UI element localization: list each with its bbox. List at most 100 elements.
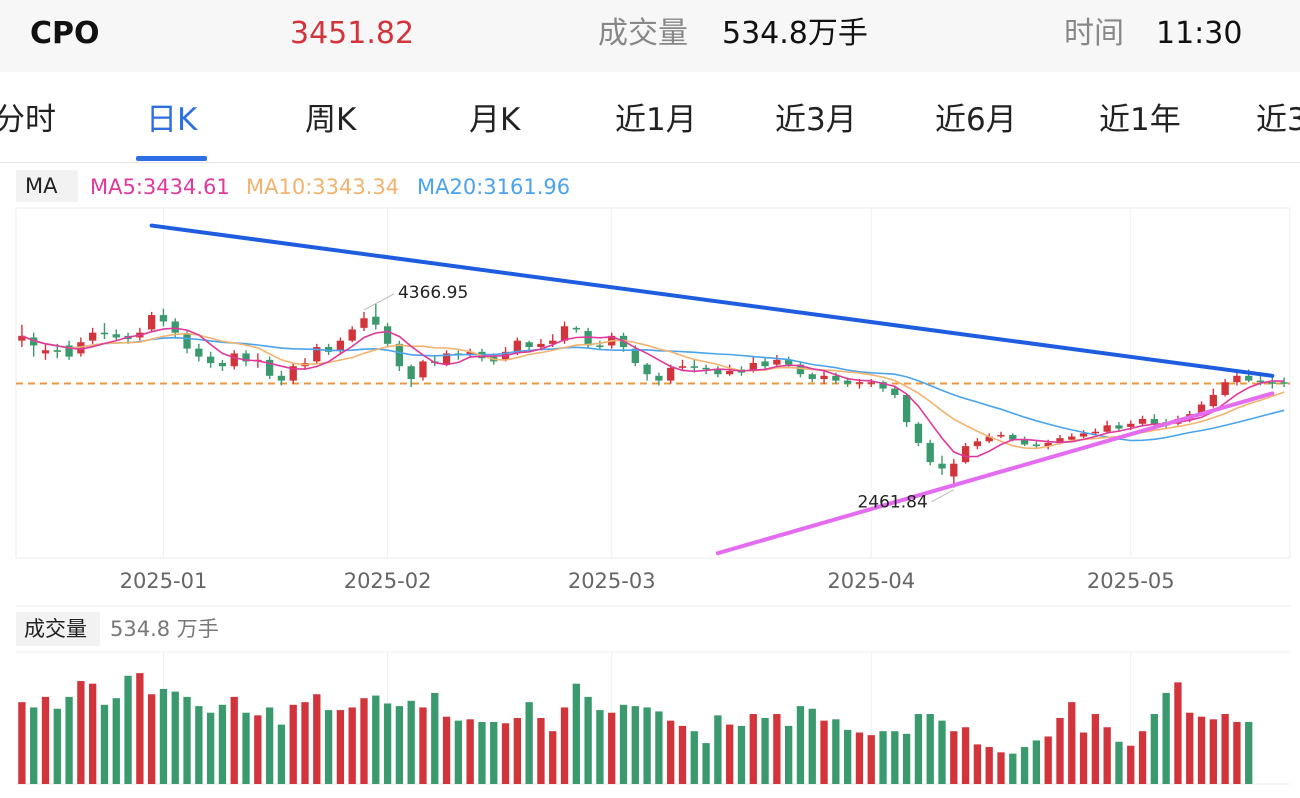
tab-monthly-k[interactable]: 月K	[469, 102, 521, 138]
candle-body	[726, 371, 734, 375]
ma5-legend: MA5:3434.61	[90, 175, 230, 199]
last-price: 3451.82	[290, 16, 415, 51]
volume-bar	[926, 714, 934, 784]
candle-body	[997, 434, 1005, 437]
candle-body	[714, 369, 722, 375]
volume-bar	[478, 721, 486, 784]
volume-bar	[879, 731, 887, 784]
volume-bar	[1115, 741, 1123, 784]
candle-body	[206, 356, 215, 364]
candle-body	[749, 363, 757, 372]
volume-bar	[265, 707, 274, 784]
high-annotation: 4366.95	[398, 283, 468, 303]
candle-body	[148, 315, 156, 330]
volume-bar	[513, 718, 521, 784]
candle-body	[419, 361, 427, 378]
low-annotation: 2461.84	[857, 493, 927, 513]
candle-body	[879, 382, 887, 389]
active-tab-indicator	[136, 156, 207, 161]
candle-body	[1079, 433, 1088, 437]
candle-body	[785, 359, 793, 365]
tab-intraday[interactable]: 分时	[0, 102, 56, 138]
volume-bar	[301, 702, 309, 784]
volume-value: 534.8万手	[722, 16, 868, 51]
volume-panel-value: 534.8 万手	[110, 617, 219, 641]
volume-bar	[1186, 712, 1194, 784]
x-axis-tick-label: 2025-04	[827, 569, 915, 593]
candle-body	[596, 345, 604, 348]
volume-bar	[832, 719, 840, 784]
candle-body	[466, 351, 474, 356]
volume-bar	[1221, 714, 1229, 784]
volume-bar	[1009, 753, 1017, 784]
candle-body	[183, 334, 191, 349]
tab-daily-k[interactable]: 日K	[146, 102, 198, 138]
volume-bar	[442, 716, 451, 784]
volume-bar	[796, 706, 805, 784]
volume-bar	[855, 732, 864, 784]
candle-body	[1103, 425, 1111, 432]
volume-bar	[372, 695, 380, 784]
candle-body	[53, 350, 61, 352]
volume-bar	[254, 715, 262, 784]
tab-6-months[interactable]: 近6月	[935, 102, 1017, 138]
volume-bar	[690, 731, 698, 784]
ma10-line	[21, 332, 1285, 450]
ma-indicator-selector[interactable]: MA	[16, 170, 78, 202]
period-tabs: 分时 日K 周K 月K 近1月 近3月 近6月 近1年 近3	[0, 72, 1300, 163]
volume-bar	[1233, 721, 1241, 784]
volume-bar	[100, 704, 109, 784]
candle-body	[843, 380, 852, 384]
candle-body	[702, 367, 710, 370]
candle-body	[442, 353, 451, 365]
volume-indicator-selector[interactable]: 成交量	[16, 612, 100, 646]
candle-body	[902, 394, 911, 423]
volume-bar	[1056, 718, 1064, 784]
volume-bar	[1138, 731, 1147, 784]
volume-bar	[277, 724, 286, 784]
time-value: 11:30	[1156, 16, 1243, 51]
volume-bar	[608, 712, 616, 784]
tab-3-months[interactable]: 近3月	[775, 102, 857, 138]
tab-3-years[interactable]: 近3	[1256, 102, 1300, 138]
tab-weekly-k[interactable]: 周K	[305, 102, 357, 138]
volume-bar	[891, 731, 899, 784]
volume-bar	[466, 719, 474, 784]
volume-bar	[289, 704, 297, 784]
tab-1-month[interactable]: 近1月	[615, 102, 697, 138]
candle-body	[549, 340, 557, 344]
volume-bar	[820, 720, 828, 784]
volume-bar	[407, 700, 415, 784]
candle-body	[973, 441, 982, 447]
candle-body	[926, 442, 934, 463]
volume-bar	[324, 710, 333, 784]
volume-bar	[973, 744, 982, 784]
volume-bar	[1079, 732, 1088, 784]
time-label: 时间	[1064, 16, 1124, 51]
volume-bar	[490, 721, 498, 784]
candle-body	[1068, 436, 1076, 440]
volume-bar	[785, 725, 793, 784]
candle-body	[100, 332, 109, 335]
candle-body	[1091, 431, 1100, 434]
candle-body	[1020, 439, 1029, 445]
volume-bar	[997, 752, 1005, 784]
symbol-name: CPO	[30, 16, 100, 51]
volume-bar	[360, 698, 368, 784]
volume-bar	[242, 712, 250, 784]
tab-1-year[interactable]: 近1年	[1099, 102, 1181, 138]
volume-bar	[596, 710, 604, 784]
candle-body	[950, 463, 958, 477]
volume-bar	[348, 707, 356, 784]
volume-bar	[1091, 714, 1100, 784]
x-axis-tick-label: 2025-01	[120, 569, 208, 593]
candle-body	[360, 318, 368, 328]
candle-body	[961, 446, 970, 463]
candle-body	[65, 345, 73, 357]
volume-label: 成交量	[598, 16, 688, 51]
candle-body	[112, 334, 120, 338]
volume-bar	[336, 710, 345, 784]
x-axis-tick-label: 2025-05	[1087, 569, 1175, 593]
candle-body	[1280, 382, 1288, 384]
